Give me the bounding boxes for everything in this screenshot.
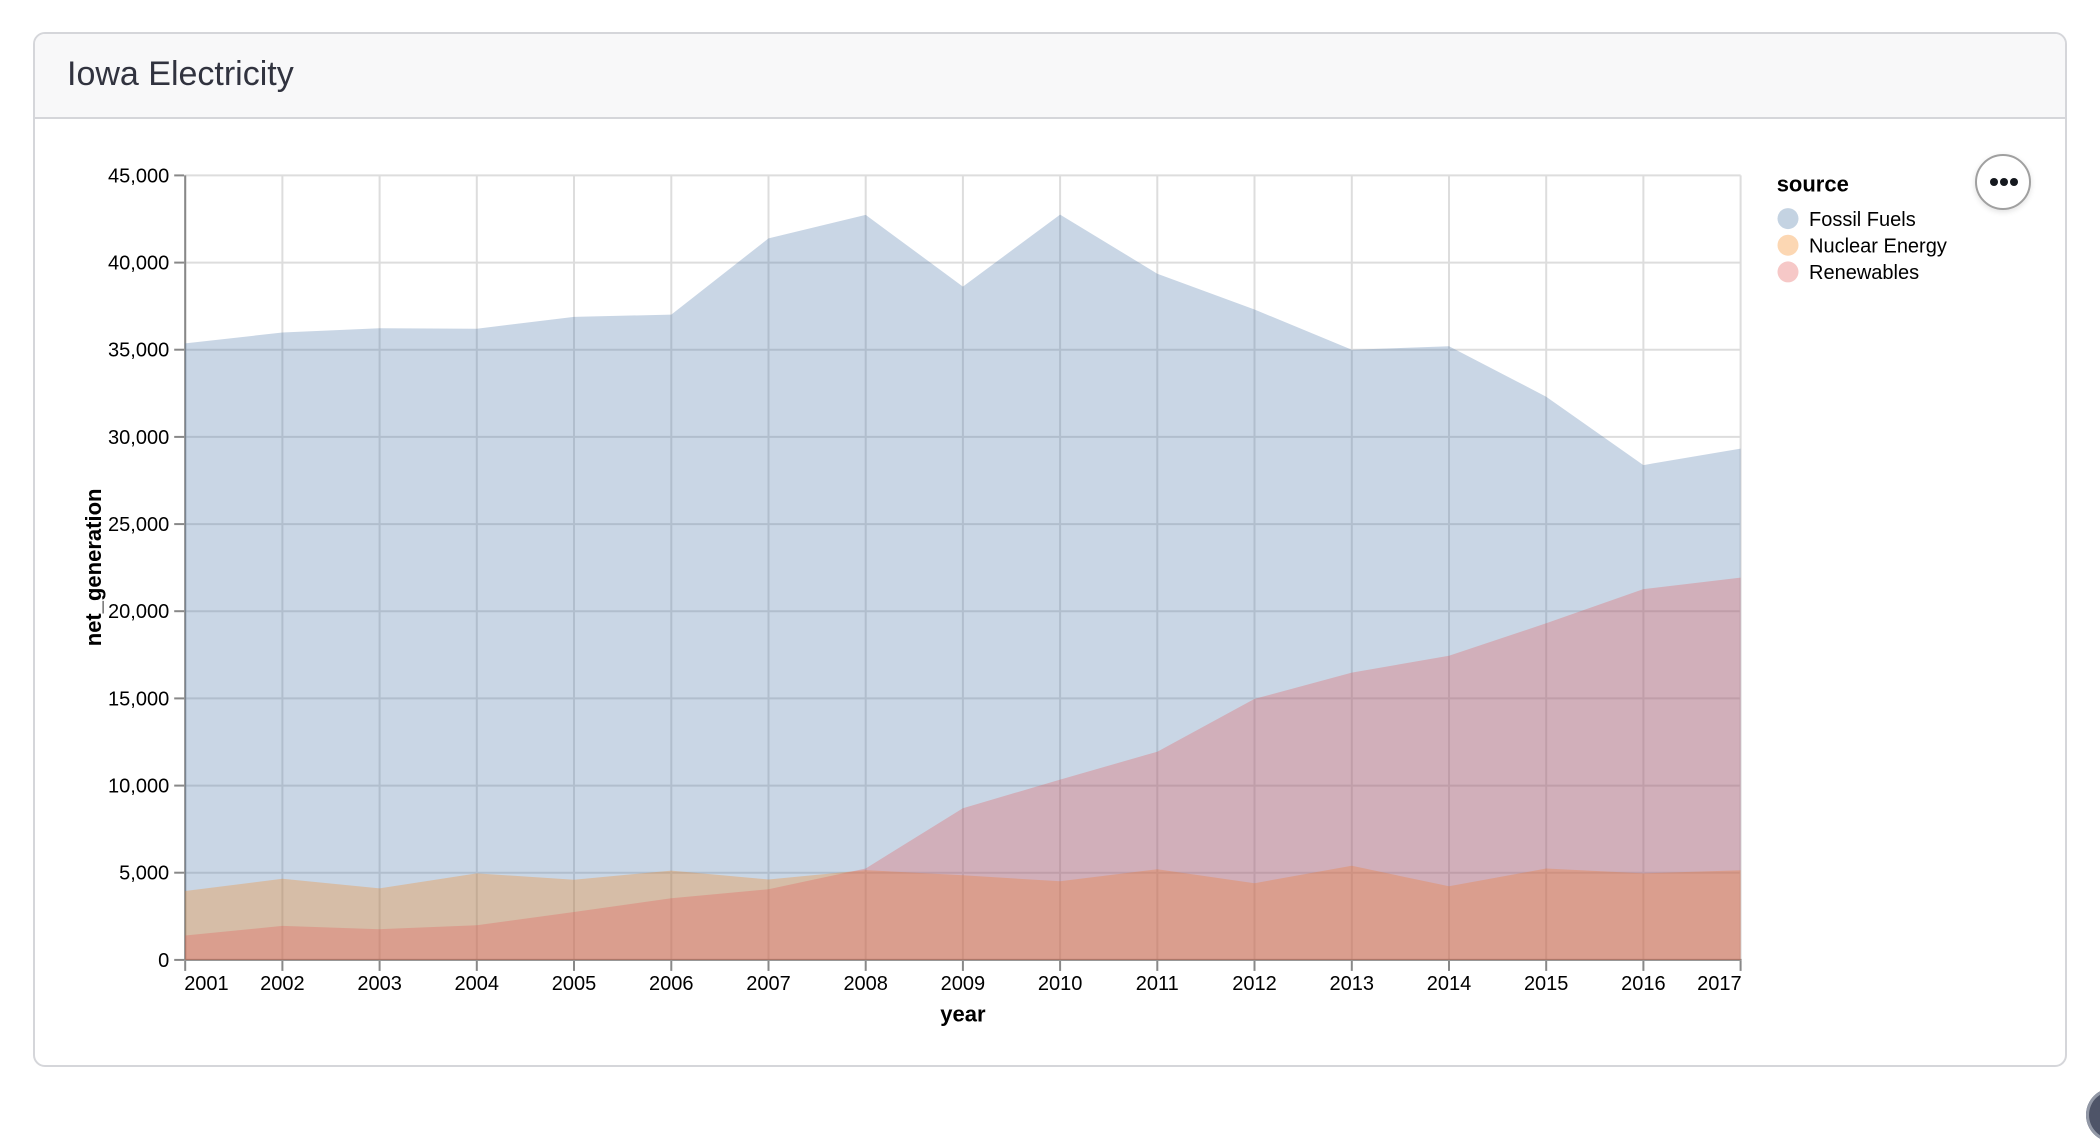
- svg-text:10,000: 10,000: [108, 776, 169, 798]
- svg-text:2017: 2017: [1697, 973, 1742, 995]
- svg-text:Fossil Fuels: Fossil Fuels: [1809, 209, 1916, 231]
- svg-text:2011: 2011: [1136, 973, 1179, 995]
- svg-text:Renewables: Renewables: [1809, 262, 1919, 284]
- svg-text:20,000: 20,000: [108, 601, 169, 623]
- svg-text:5,000: 5,000: [119, 863, 169, 885]
- svg-text:2004: 2004: [455, 973, 500, 995]
- svg-text:2009: 2009: [941, 973, 986, 995]
- svg-text:net_generation: net_generation: [81, 489, 106, 647]
- svg-text:2006: 2006: [649, 973, 694, 995]
- svg-text:2014: 2014: [1427, 973, 1472, 995]
- svg-text:2015: 2015: [1524, 973, 1569, 995]
- svg-text:25,000: 25,000: [108, 514, 169, 536]
- svg-text:30,000: 30,000: [108, 427, 169, 449]
- svg-text:2010: 2010: [1038, 973, 1083, 995]
- svg-text:2012: 2012: [1232, 973, 1277, 995]
- svg-text:2007: 2007: [746, 973, 791, 995]
- svg-text:2001: 2001: [184, 973, 229, 995]
- svg-text:45,000: 45,000: [108, 165, 169, 187]
- svg-text:year: year: [940, 1002, 986, 1027]
- svg-text:2016: 2016: [1621, 973, 1666, 995]
- svg-text:2003: 2003: [357, 973, 402, 995]
- svg-text:15,000: 15,000: [108, 688, 169, 710]
- svg-text:40,000: 40,000: [108, 253, 169, 275]
- svg-text:2002: 2002: [260, 973, 305, 995]
- svg-text:35,000: 35,000: [108, 340, 169, 362]
- svg-text:2008: 2008: [843, 973, 888, 995]
- svg-text:source: source: [1777, 172, 1849, 197]
- svg-text:2005: 2005: [552, 973, 597, 995]
- svg-text:2013: 2013: [1330, 973, 1375, 995]
- svg-text:Nuclear Energy: Nuclear Energy: [1809, 235, 1947, 257]
- svg-text:0: 0: [158, 950, 169, 972]
